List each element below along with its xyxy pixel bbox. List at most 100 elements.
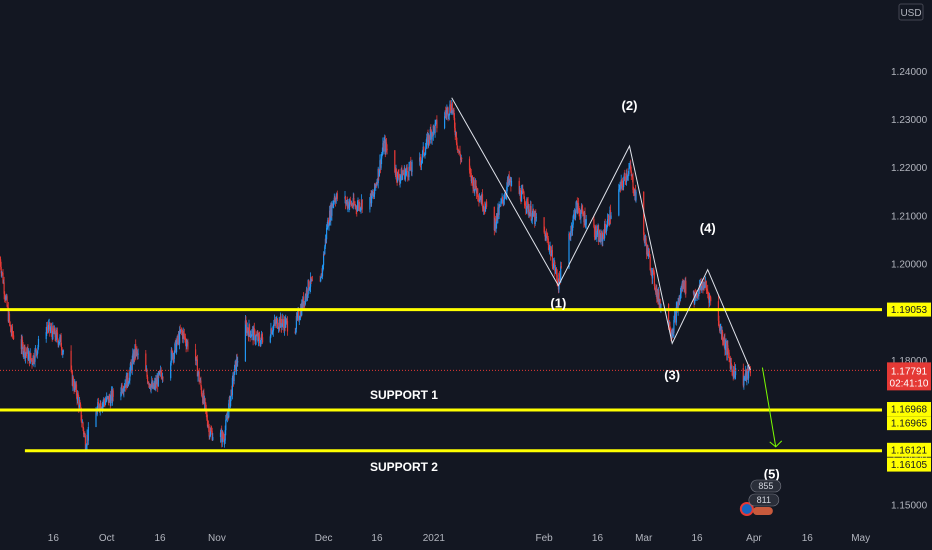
candle-body <box>258 333 260 337</box>
price-tick-label: 1.24000 <box>891 67 928 78</box>
candle-body <box>748 366 750 379</box>
candle-body <box>659 302 661 305</box>
candle-body <box>130 363 132 366</box>
candle-body <box>646 245 648 255</box>
badge-number: 855 <box>758 481 773 491</box>
price-axis-tag-text: 1.19053 <box>891 305 928 316</box>
candle-body <box>445 111 447 113</box>
candle-body <box>426 137 428 145</box>
candle-body <box>453 110 455 118</box>
candle-body <box>697 293 699 296</box>
candle-body <box>531 213 533 220</box>
candle-body <box>468 158 471 171</box>
candle-body <box>668 303 670 327</box>
candle-body <box>557 281 559 284</box>
candle-body <box>133 351 135 363</box>
candle-body <box>10 332 12 334</box>
badge-bubble <box>752 507 773 515</box>
candle-body <box>457 145 459 151</box>
time-tick-label: May <box>851 533 870 544</box>
price-axis-tag <box>887 442 931 457</box>
candle-body <box>257 333 259 341</box>
candle-body <box>572 224 574 231</box>
candle-body <box>173 352 175 359</box>
candle-body <box>307 294 309 297</box>
candle-body <box>433 125 435 127</box>
candle-body <box>286 320 289 332</box>
candle-body <box>198 371 200 382</box>
candle-body <box>355 205 357 209</box>
candle-body <box>196 357 198 360</box>
candle-body <box>23 353 25 356</box>
candle-body <box>78 397 80 408</box>
candle-body <box>70 350 72 371</box>
elliott-wave-line[interactable] <box>451 97 751 371</box>
price-axis[interactable]: 1.150001.160001.170001.180001.190001.200… <box>882 0 932 550</box>
time-axis-background <box>0 526 932 550</box>
candle-body <box>474 189 476 192</box>
candle-body <box>608 215 610 225</box>
candle-body <box>56 330 58 333</box>
candle-body <box>97 402 99 405</box>
candle-body <box>560 266 562 283</box>
candle-body <box>9 321 11 326</box>
candle-body <box>183 333 185 338</box>
candle-body <box>171 350 173 352</box>
candle-body <box>608 224 610 225</box>
candle-body <box>248 324 251 332</box>
candle-body <box>707 290 709 295</box>
candle-body <box>675 307 677 323</box>
candle-body <box>649 253 651 258</box>
forecast-arrow-line[interactable] <box>761 367 777 447</box>
candle-body <box>378 170 380 177</box>
candle-body <box>56 332 59 340</box>
candle-body <box>223 438 225 443</box>
candle-body <box>606 226 608 229</box>
candle-body <box>195 349 197 361</box>
candle-body <box>126 376 128 388</box>
candle-body <box>724 344 727 351</box>
candle-body <box>82 422 84 429</box>
candle-body <box>630 165 632 171</box>
candle-body <box>585 224 587 226</box>
candle-body <box>400 176 402 179</box>
candle-body <box>430 129 432 132</box>
candle-body <box>87 427 89 441</box>
time-axis[interactable]: 16 Oct 16 Nov Dec 16 2021 Feb 16 Mar 16 Apr 16 May <box>0 526 932 550</box>
candle-body <box>348 204 350 209</box>
candle-body <box>349 199 351 205</box>
candle-body <box>519 190 521 200</box>
candle-body <box>174 343 176 353</box>
candle-body <box>21 339 23 350</box>
candle-body <box>31 359 33 365</box>
candle-body <box>80 404 82 408</box>
candle-body <box>345 196 347 204</box>
candle-body <box>576 200 578 203</box>
candle-body <box>628 168 630 175</box>
candle-body <box>423 146 425 155</box>
candle-body <box>162 377 164 379</box>
candle-body <box>230 396 232 407</box>
candle-body <box>556 274 558 282</box>
forecast-arrow-head <box>769 440 783 448</box>
candle-body <box>669 321 671 331</box>
candle-body <box>326 227 328 229</box>
candle-body <box>428 134 430 140</box>
price-axis-tag-text: 1.16121 <box>891 445 928 456</box>
candle-body <box>250 335 252 337</box>
candle-body <box>673 315 676 320</box>
candle-body <box>209 430 211 437</box>
countdown-text: 02:41:10 <box>890 378 929 389</box>
candle-body <box>678 302 680 305</box>
wave-lines-layer <box>451 97 783 448</box>
candle-body <box>48 322 50 325</box>
candle-body <box>237 361 239 363</box>
candle-body <box>633 193 635 196</box>
candle-body <box>61 350 63 354</box>
candle-body <box>360 207 362 209</box>
candle-body <box>548 247 551 250</box>
candle-body <box>732 370 734 373</box>
candle-body <box>600 233 602 242</box>
